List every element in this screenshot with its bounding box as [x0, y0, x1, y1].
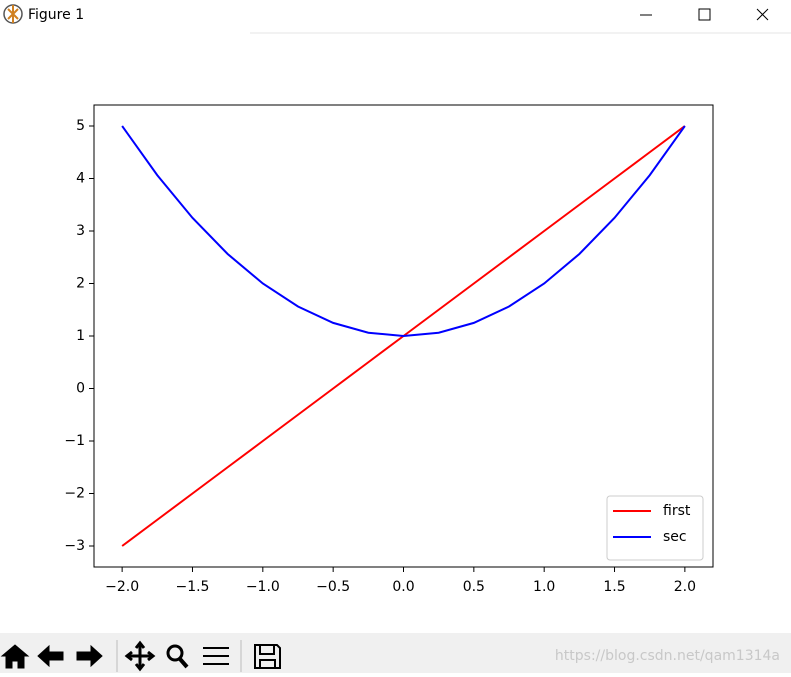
x-tick-label: 1.5 — [603, 579, 625, 595]
home-button[interactable] — [0, 644, 30, 669]
line-series — [121, 125, 686, 338]
y-tick-label: 4 — [76, 171, 85, 187]
x-tick-label: −1.0 — [246, 579, 280, 595]
y-tick-label: 0 — [76, 381, 85, 397]
x-tick-label: 1.0 — [533, 579, 555, 595]
x-tick-label: −2.0 — [105, 579, 139, 595]
y-tick-label: 2 — [76, 276, 85, 292]
zoom-button[interactable] — [166, 644, 189, 669]
y-tick-label: −2 — [64, 486, 85, 502]
y-tick-label: −1 — [64, 433, 85, 449]
x-tick-label: −0.5 — [316, 579, 350, 595]
x-tick-label: 0.0 — [392, 579, 414, 595]
toolbar-separator — [116, 640, 242, 672]
configure-button[interactable] — [203, 647, 229, 665]
maximize-button[interactable] — [698, 8, 711, 21]
x-tick-label: −1.5 — [175, 579, 209, 595]
y-tick-label: 1 — [76, 328, 85, 344]
app-icon — [3, 4, 23, 24]
legend-label: sec — [663, 529, 687, 545]
forward-button[interactable] — [76, 644, 103, 668]
title-bar — [0, 0, 791, 33]
window-title: Figure 1 — [28, 7, 84, 23]
x-tick-label: 0.5 — [463, 579, 485, 595]
y-tick-label: −3 — [64, 538, 85, 554]
close-button[interactable] — [756, 8, 769, 21]
y-tick-label: 5 — [76, 118, 85, 134]
back-button[interactable] — [37, 644, 64, 668]
legend-label: first — [663, 503, 691, 519]
x-tick-label: 2.0 — [674, 579, 696, 595]
save-button[interactable] — [254, 644, 281, 669]
y-tick-label: 3 — [76, 223, 85, 239]
watermark: https://blog.csdn.net/qam1314a — [555, 648, 780, 664]
pan-button[interactable] — [124, 640, 156, 672]
